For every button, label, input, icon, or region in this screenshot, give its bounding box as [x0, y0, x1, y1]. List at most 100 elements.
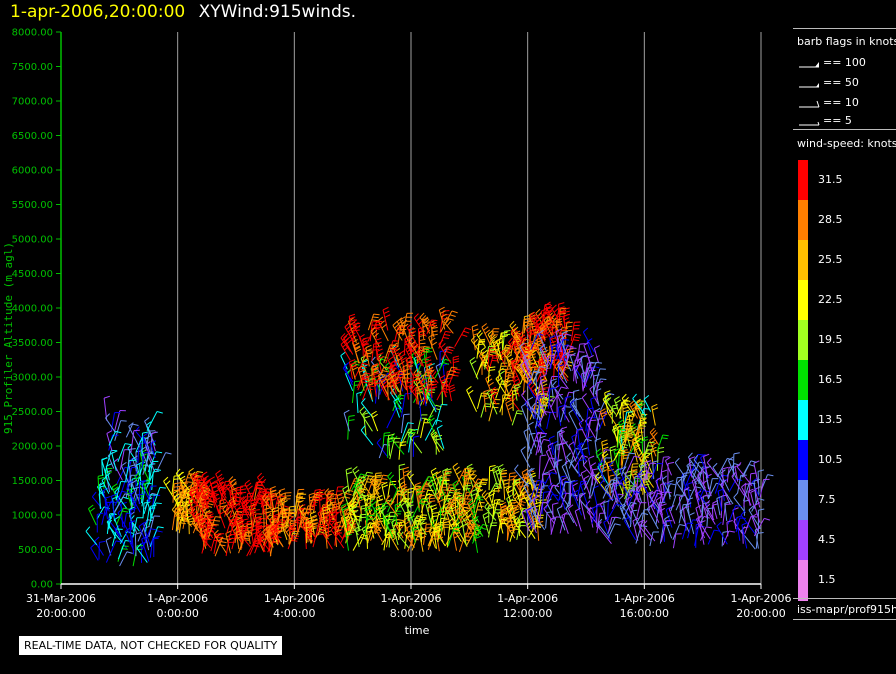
- barb-flag: [380, 377, 387, 382]
- barb-flag: [398, 371, 404, 377]
- wind-barb: [476, 340, 486, 359]
- barb-flag: [400, 444, 407, 447]
- barb-flag: [343, 333, 349, 339]
- barb-flag: [360, 494, 367, 497]
- barb-flag: [389, 369, 396, 375]
- barb-staff: [398, 442, 401, 460]
- barb-flag: [263, 507, 270, 511]
- barb-flag: [428, 526, 435, 531]
- wind-barb: [334, 521, 342, 548]
- barb-flag: [367, 509, 373, 515]
- barb-flag: [376, 345, 383, 348]
- barb-flag: [185, 485, 191, 490]
- barb-flag: [355, 529, 362, 533]
- barb-flag: [388, 437, 395, 440]
- barb-flag: [444, 502, 450, 506]
- wind-barb: [505, 485, 514, 510]
- barb-flag: [261, 493, 267, 499]
- barb-flag: [257, 484, 264, 487]
- barb-flag: [485, 494, 490, 500]
- barb-flag: [229, 524, 236, 526]
- barb-flag: [371, 500, 377, 506]
- barb-staff: [104, 450, 112, 473]
- barb-flag: [518, 517, 525, 520]
- barb-staff: [131, 483, 141, 504]
- wind-barb: [234, 486, 243, 503]
- wind-barb: [144, 435, 151, 453]
- barb-flag: [376, 348, 383, 352]
- barb-flag: [433, 526, 440, 530]
- barb-staff: [147, 451, 157, 473]
- wind-barb: [151, 486, 166, 509]
- barb-flag: [419, 334, 426, 337]
- barb-flag: [417, 535, 424, 538]
- barb-staff: [136, 547, 148, 563]
- barb-flag: [451, 310, 458, 314]
- barb-flag: [389, 501, 395, 507]
- wind-barb: [391, 346, 399, 366]
- barb-staff: [131, 458, 139, 474]
- barb-flag: [265, 497, 271, 503]
- barb-flag: [466, 463, 473, 468]
- wind-barb: [128, 422, 140, 448]
- barb-flag: [362, 337, 369, 340]
- barb-flag: [469, 523, 475, 528]
- barb-flag: [272, 507, 279, 510]
- barb-flag: [430, 504, 437, 508]
- wind-barb: [134, 472, 144, 492]
- wind-barb: [131, 479, 141, 504]
- barb-flag: [479, 351, 485, 357]
- wind-barb: [430, 380, 438, 398]
- barb-flag: [471, 512, 477, 517]
- barb-flag: [297, 492, 304, 495]
- barb-flag: [236, 496, 243, 499]
- wind-barb: [355, 494, 367, 509]
- barb-flag: [524, 475, 530, 480]
- barb-flag: [193, 472, 199, 478]
- barb-flag: [89, 507, 95, 513]
- barb-flag: [403, 497, 410, 500]
- barb-flag: [127, 480, 133, 485]
- barb-flag: [197, 482, 204, 485]
- barb-flag: [483, 515, 490, 519]
- barb-flag: [512, 491, 518, 498]
- barb-flag: [129, 520, 136, 523]
- barb-flag: [436, 474, 443, 479]
- barb-flag: [198, 516, 204, 521]
- barb-flag: [392, 349, 399, 354]
- barb-flag: [524, 477, 531, 480]
- wind-barb: [116, 507, 130, 525]
- barb-flag: [165, 480, 171, 486]
- barb-flag: [250, 501, 257, 505]
- barb-flag: [101, 476, 107, 481]
- barb-flag: [439, 306, 445, 311]
- barb-flag: [431, 386, 438, 389]
- barb-flag: [419, 312, 425, 318]
- barb-flag: [357, 489, 364, 493]
- barb-flag: [192, 510, 197, 516]
- barb-flag: [393, 377, 400, 382]
- barb-flag: [155, 502, 162, 505]
- barb-flag: [290, 529, 296, 533]
- barb-flag: [500, 504, 507, 509]
- wind-barb: [145, 507, 156, 532]
- barb-flag: [375, 341, 382, 345]
- barb-flag: [505, 394, 512, 397]
- barb-flag: [396, 397, 403, 403]
- barb-flag: [465, 515, 472, 520]
- barb-flag: [245, 531, 252, 534]
- barb-staff: [136, 464, 142, 483]
- wind-barb: [238, 531, 252, 554]
- barb-flag: [419, 338, 426, 342]
- barb-staff: [129, 487, 138, 511]
- barb-flag: [330, 497, 337, 500]
- barb-flag: [377, 316, 384, 322]
- barb-flag: [212, 523, 219, 526]
- barb-flag: [438, 477, 444, 483]
- wind-barb: [465, 470, 477, 492]
- wind-barb: [197, 513, 206, 539]
- barb-flag: [472, 328, 479, 332]
- barb-flag: [258, 480, 265, 483]
- barb-flag: [332, 508, 339, 511]
- wind-barb: [490, 509, 502, 528]
